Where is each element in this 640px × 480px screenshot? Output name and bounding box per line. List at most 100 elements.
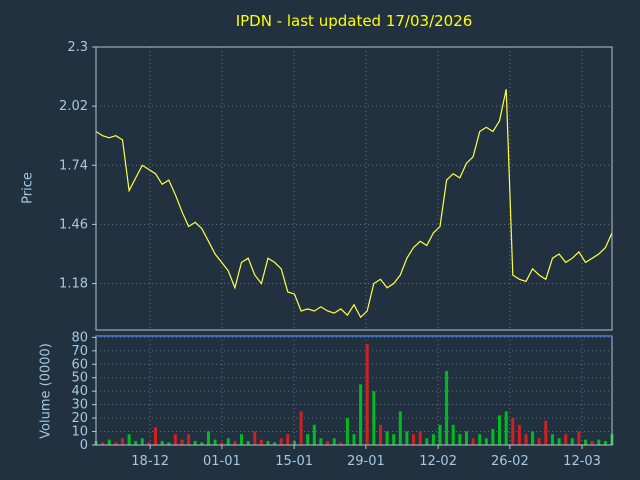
tick-label: 40: [71, 384, 88, 399]
tick-label: 29-01: [347, 454, 385, 469]
volume-bar: [564, 434, 568, 445]
volume-bar: [458, 434, 462, 445]
tick-label: 30: [71, 398, 88, 413]
volume-bar: [557, 438, 561, 445]
volume-bar: [332, 438, 336, 445]
volume-bar: [319, 438, 323, 445]
volume-bar: [504, 411, 508, 445]
volume-bar: [451, 424, 455, 445]
volume-bar: [339, 442, 343, 445]
volume-bar: [293, 441, 296, 445]
volume-bar: [352, 434, 356, 445]
tick-label: 0: [80, 438, 88, 453]
tick-label: 60: [71, 357, 88, 372]
volume-bar: [491, 428, 495, 445]
tick-label: 1.74: [59, 158, 88, 173]
volume-bar: [590, 441, 594, 445]
volume-bar: [385, 431, 389, 445]
tick-label: 12-02: [419, 454, 457, 469]
volume-bar: [570, 438, 574, 445]
volume-bar: [438, 424, 442, 445]
tick-label: 10: [71, 425, 88, 440]
volume-bar: [431, 434, 435, 445]
tick-label: 18-12: [131, 454, 169, 469]
volume-bar: [147, 442, 151, 445]
volume-bar: [551, 434, 554, 445]
volume-bar: [187, 434, 191, 445]
volume-bar: [392, 434, 396, 445]
volume-bar: [465, 431, 468, 445]
volume-bar: [160, 441, 164, 445]
volume-bar: [173, 434, 177, 445]
volume-bar: [207, 431, 210, 445]
tick-label: 1.46: [59, 217, 88, 232]
volume-bar: [511, 418, 515, 445]
volume-bar: [312, 424, 316, 445]
tick-label: 50: [71, 371, 88, 386]
volume-bar: [114, 442, 118, 445]
volume-bar: [365, 344, 369, 445]
volume-bar: [425, 438, 429, 445]
volume-bar: [107, 439, 111, 445]
volume-bar: [140, 438, 144, 445]
volume-bar: [127, 434, 131, 445]
tick-label: 12-03: [563, 454, 601, 469]
volume-bar: [233, 441, 237, 445]
volume-bar: [484, 438, 488, 445]
price-line: [95, 89, 613, 319]
volume-bar: [603, 441, 607, 445]
volume-bar: [498, 415, 501, 445]
tick-label: 20: [71, 411, 88, 426]
volume-bar: [478, 434, 482, 445]
volume-bar: [577, 431, 581, 445]
volume-bar: [200, 442, 204, 445]
tick-label: 26-02: [491, 454, 529, 469]
volume-bar: [220, 442, 224, 445]
volume-bar: [121, 438, 124, 445]
volume-bar: [266, 441, 270, 445]
volume-bar: [154, 427, 157, 445]
volume-bar: [306, 434, 310, 445]
tick-label: 2.02: [59, 99, 88, 114]
tick-label: 2.3: [67, 40, 88, 55]
volume-bar: [544, 420, 548, 445]
volume-bar: [279, 438, 283, 445]
volume-bar: [412, 434, 415, 445]
volume-bars: [94, 344, 614, 445]
tick-label: 80: [71, 330, 88, 345]
volume-bar: [405, 431, 409, 445]
volume-bar: [286, 434, 290, 445]
chart-title: IPDN - last updated 17/03/2026: [235, 12, 473, 30]
plot-frames: [95, 46, 613, 446]
volume-bar: [101, 442, 105, 445]
volume-bar: [379, 424, 382, 445]
tick-label: 01-01: [203, 454, 241, 469]
volume-bar: [584, 439, 587, 445]
volume-bar: [226, 438, 230, 445]
volume-bar: [326, 441, 329, 445]
tick-label: 15-01: [275, 454, 313, 469]
volume-bar: [246, 441, 250, 445]
volume-bar: [445, 371, 449, 445]
volume-bar: [524, 434, 528, 445]
volume-bar: [531, 431, 535, 445]
volume-bar: [299, 411, 303, 445]
volume-bar: [240, 434, 243, 445]
volume-bar: [517, 424, 521, 445]
volume-bar: [398, 411, 402, 445]
volume-bar: [359, 384, 363, 445]
volume-bar: [345, 418, 349, 445]
volume-bar: [372, 391, 376, 445]
volume-bar: [180, 439, 184, 445]
volume-bar: [253, 431, 257, 445]
tick-label: 70: [71, 344, 88, 359]
volume-bar: [259, 439, 263, 445]
volume-bar: [597, 439, 601, 445]
volume-bar: [193, 441, 197, 445]
volume-bar: [273, 442, 277, 445]
volume-bar: [418, 431, 422, 445]
tick-label: 1.18: [59, 277, 88, 292]
